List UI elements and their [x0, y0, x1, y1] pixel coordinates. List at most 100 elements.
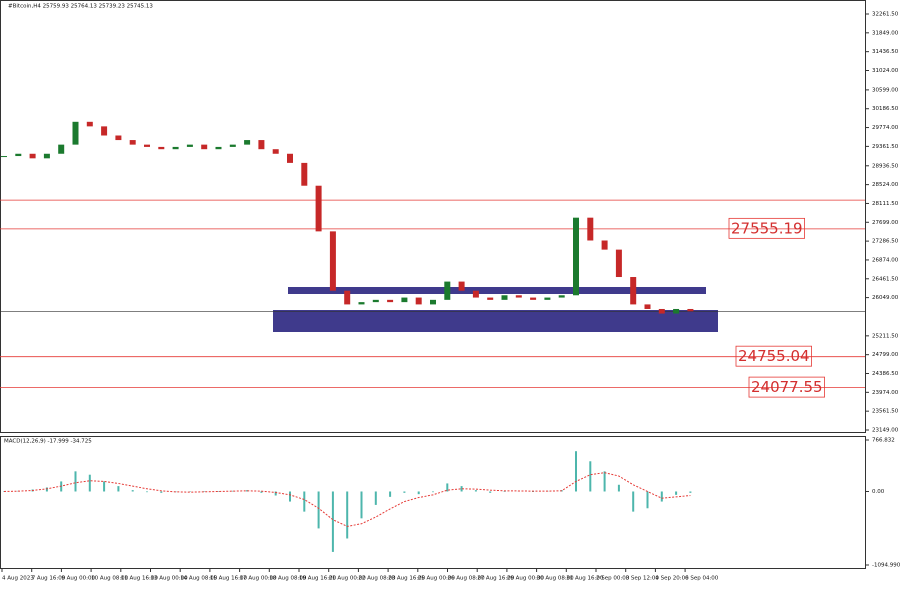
x-tick-label: 22 Aug 08:00: [358, 576, 396, 582]
macd-bar: [589, 461, 592, 492]
x-tick-label: 7 Aug 16:00: [32, 576, 66, 582]
x-tick-label: 14 Aug 08:00: [180, 576, 218, 582]
chart-title: #Bitcoin,H4 25759.93 25764.13 25739.23 2…: [8, 4, 153, 10]
macd-bar: [231, 490, 234, 492]
macd-bar: [3, 491, 5, 492]
macd-bar: [88, 474, 91, 492]
x-tick-label: 19 Aug 16:00: [299, 576, 337, 582]
y-tick-label: 31024.00: [872, 68, 899, 74]
y-tick-label: 27286.50: [872, 239, 899, 245]
y-tick-label: 31849.00: [872, 30, 899, 36]
candle: [329, 231, 336, 291]
candle: [430, 299, 436, 305]
y-tick-label: 24386.50: [872, 371, 899, 377]
macd-bar: [632, 491, 635, 512]
candle: [301, 162, 308, 186]
macd-bar: [274, 491, 277, 496]
macd-bar: [117, 486, 120, 492]
y-tick-label: 28936.50: [872, 163, 899, 169]
y-tick-label: 24799.00: [872, 352, 899, 358]
candle: [229, 144, 236, 147]
macd-bar: [146, 491, 148, 493]
x-tick-label: 13 Aug 00:00: [151, 576, 189, 582]
candle: [501, 295, 508, 300]
candle: [358, 302, 365, 305]
candle: [344, 290, 351, 305]
candle: [58, 144, 65, 154]
macd-bar: [689, 491, 692, 493]
y-tick-label: 30186.50: [872, 106, 899, 112]
y-tick-label: 27699.00: [872, 220, 899, 226]
level-label: 24755.04: [738, 347, 810, 365]
candle: [287, 153, 293, 163]
macd-bar: [603, 471, 606, 492]
macd-bar: [503, 491, 506, 492]
macd-bar: [417, 491, 420, 495]
y-tick-label: 26049.00: [872, 295, 899, 301]
macd-bar: [217, 491, 220, 492]
macd-panel: [0, 436, 866, 569]
macd-bar: [45, 487, 48, 492]
macd-bar: [646, 491, 649, 509]
macd-bar: [303, 491, 306, 512]
y-tick-label: 23974.00: [872, 390, 899, 396]
candle: [186, 144, 193, 147]
candle: [1, 156, 7, 158]
y-tick-label: 32261.50: [872, 12, 899, 18]
candle: [530, 297, 537, 300]
y-tick-label: 0.00: [872, 489, 885, 495]
x-tick-label: 25 Aug 00:00: [418, 576, 456, 582]
x-tick-label: 4 Sep 20:00: [655, 576, 689, 582]
macd-bar: [317, 491, 320, 529]
macd-bar: [246, 490, 249, 492]
y-tick-label: 23561.50: [872, 409, 899, 415]
macd-bar: [389, 491, 392, 497]
x-tick-label: 3 Sep 12:00: [626, 576, 660, 582]
candle: [29, 153, 36, 159]
candle: [372, 299, 379, 303]
y-tick-label: -1094.990: [872, 563, 900, 569]
price-panel: [0, 0, 866, 433]
macd-bar: [346, 491, 349, 539]
x-tick-label: 2 Sep 00:00: [596, 576, 630, 582]
x-tick-label: 4 Aug 2023: [2, 576, 34, 582]
macd-bar: [260, 491, 263, 493]
candle: [487, 297, 494, 300]
macd-bar: [532, 491, 535, 492]
x-tick-label: 10 Aug 08:00: [91, 576, 129, 582]
candle: [115, 135, 122, 141]
level-box: [735, 345, 812, 367]
x-tick-label: 11 Aug 16:00: [121, 576, 159, 582]
candle: [387, 299, 394, 303]
candle: [72, 121, 79, 145]
candle: [415, 297, 422, 305]
candle: [158, 146, 165, 150]
macd-bar: [331, 491, 334, 552]
candle: [15, 153, 22, 157]
y-tick-label: 23149.00: [872, 428, 899, 434]
x-tick-label: 27 Aug 16:00: [477, 576, 515, 582]
candle: [673, 308, 680, 314]
y-tick-label: 29361.50: [872, 144, 899, 150]
candle: [658, 308, 665, 314]
level-label: 24077.55: [751, 378, 823, 396]
candle: [129, 140, 136, 145]
candle: [201, 144, 208, 150]
zone: [273, 310, 718, 332]
y-tick-label: 30599.00: [872, 87, 899, 93]
macd-bar: [460, 486, 463, 492]
y-tick-label: 766.832: [872, 438, 895, 444]
candle: [601, 240, 608, 250]
candle: [401, 297, 408, 303]
x-tick-label: 18 Aug 08:00: [269, 576, 307, 582]
candle: [172, 146, 179, 150]
candle: [573, 217, 579, 296]
x-tick-label: 31 Aug 16:00: [566, 576, 604, 582]
macd-bar: [103, 481, 106, 492]
candle: [144, 144, 150, 147]
macd-bar: [474, 490, 477, 492]
candle: [244, 140, 251, 145]
macd-bar: [374, 491, 377, 505]
macd-bar: [660, 491, 663, 502]
candle: [544, 297, 551, 300]
